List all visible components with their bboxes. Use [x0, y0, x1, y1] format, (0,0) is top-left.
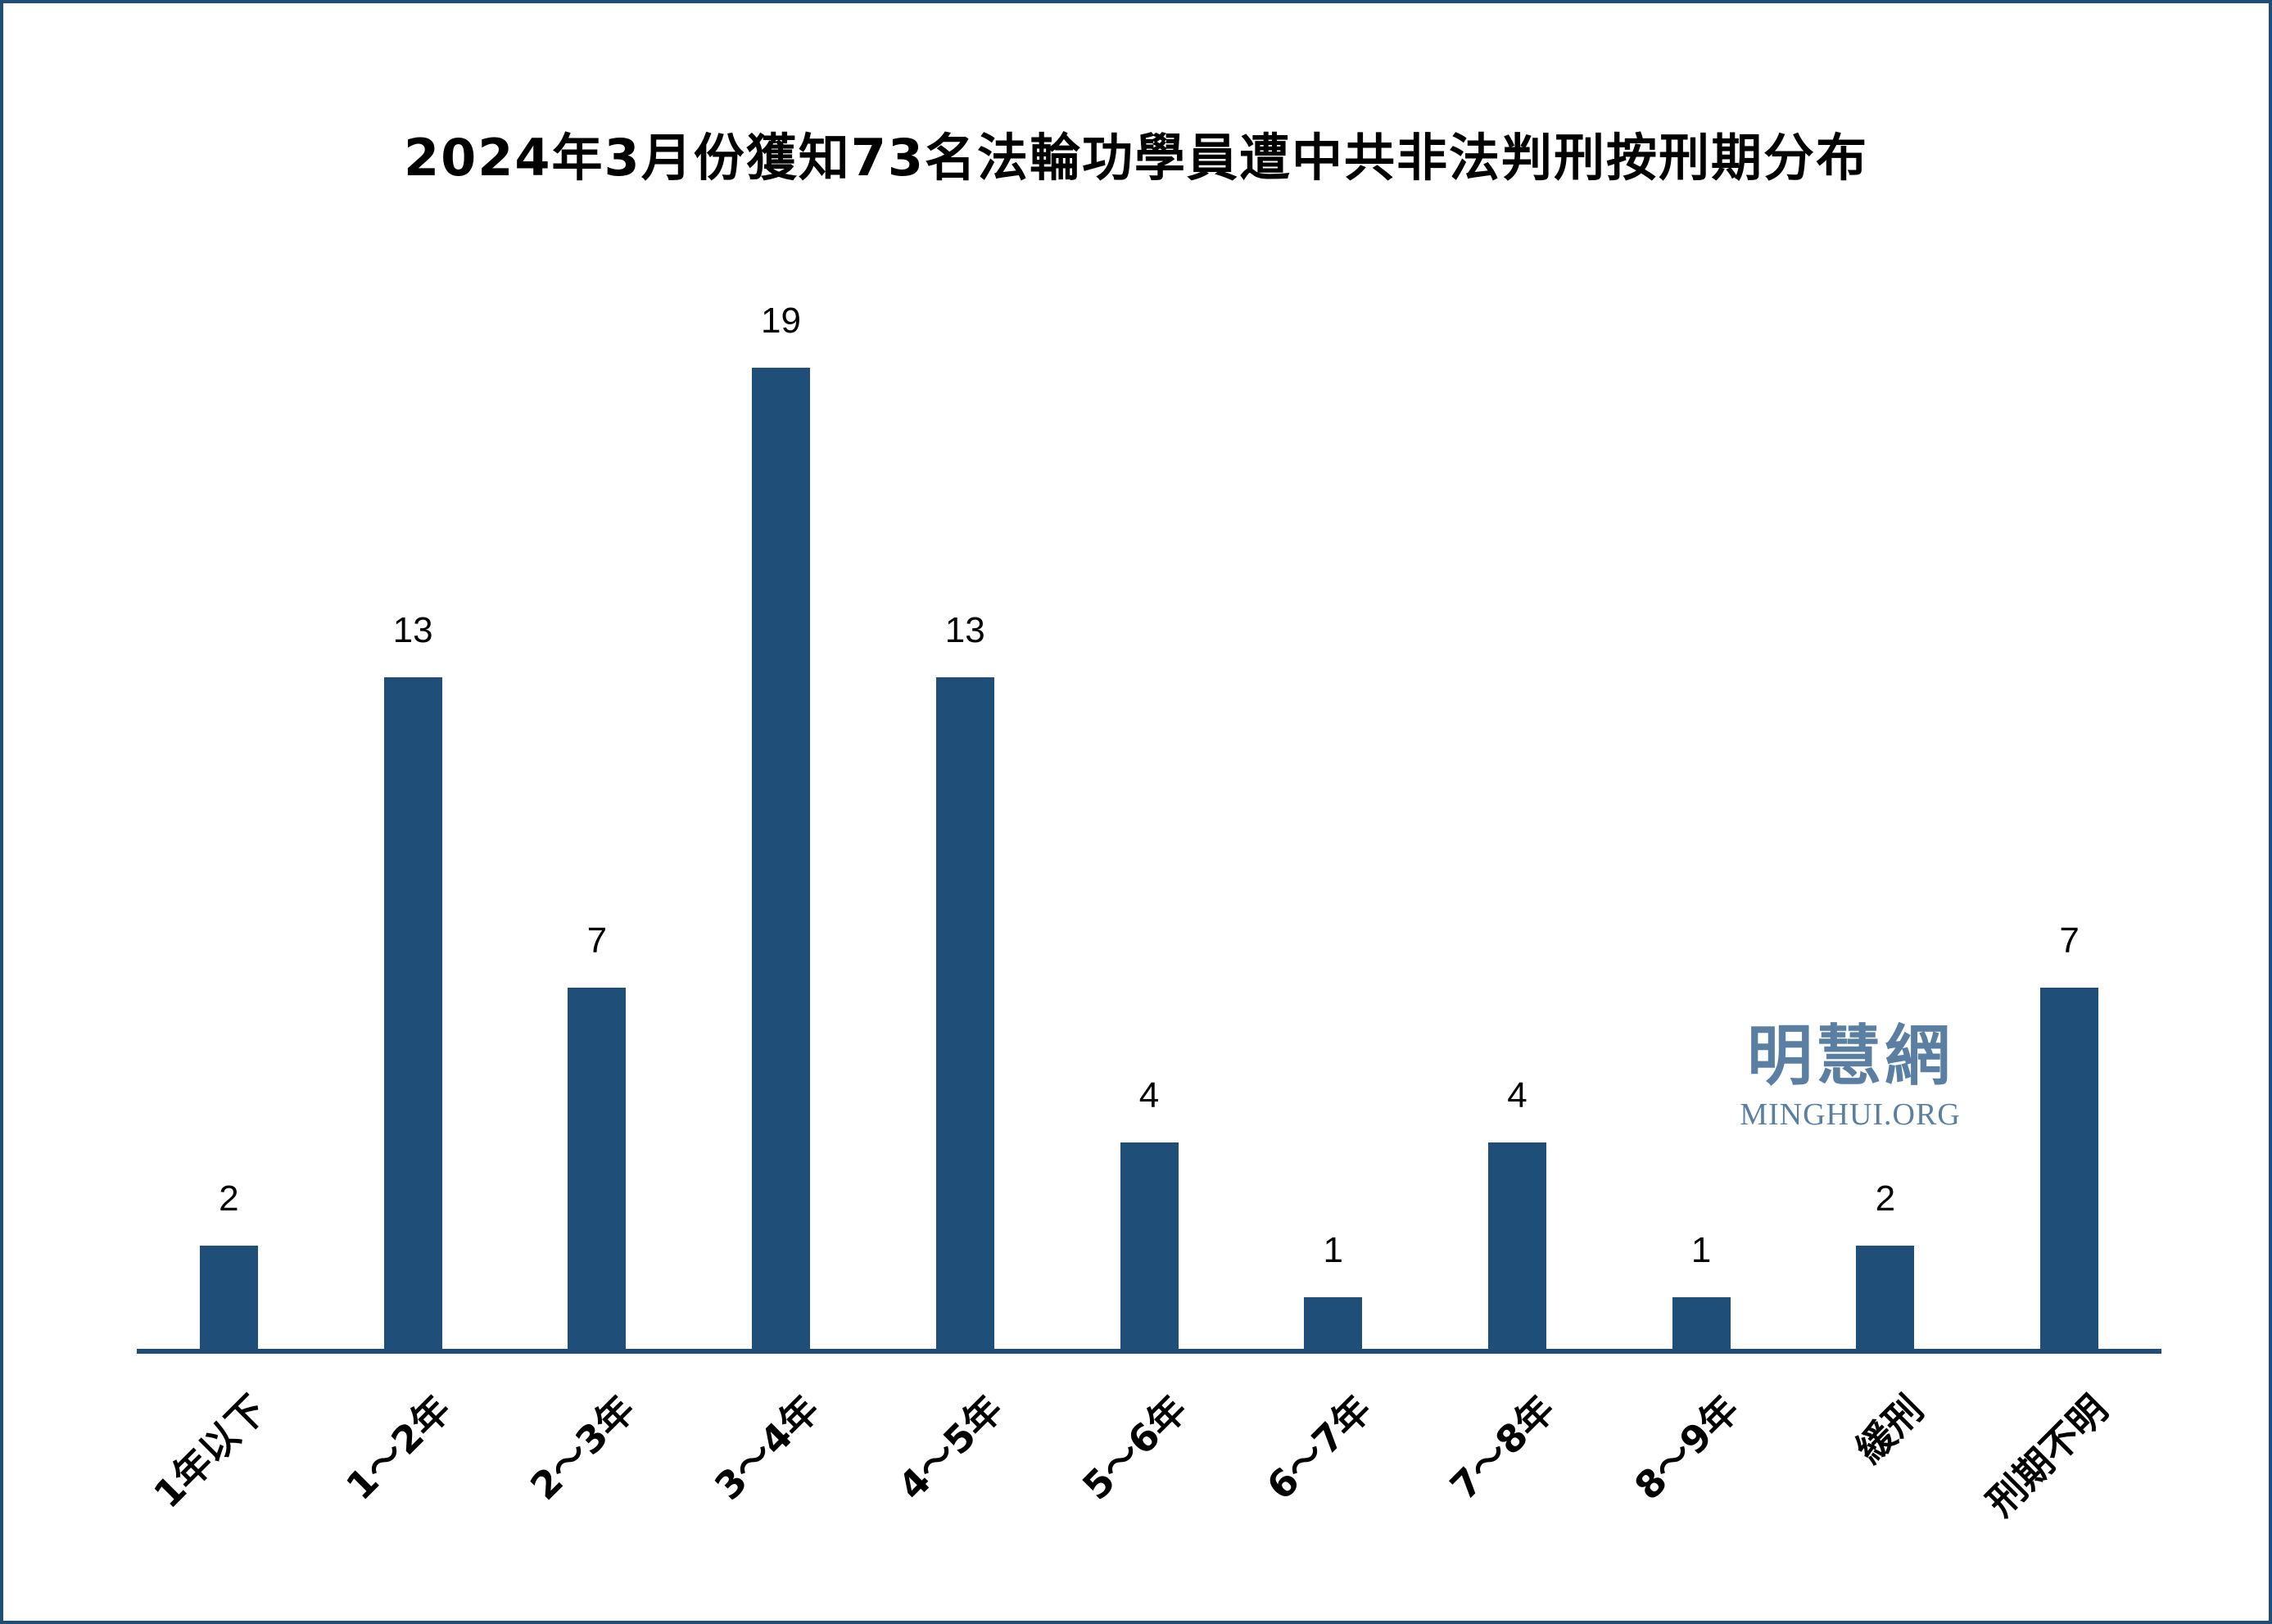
- bar: [568, 987, 627, 1349]
- x-tick-label: 1年以下: [145, 1387, 275, 1517]
- bar-value-label: 7: [586, 920, 608, 961]
- bar: [1120, 1142, 1179, 1349]
- bar: [199, 1245, 258, 1349]
- bar-value-label: 1: [1690, 1229, 1712, 1270]
- x-tick-label: 緩刑: [1847, 1387, 1932, 1472]
- bar-value-label: 19: [761, 301, 801, 341]
- bar: [1487, 1142, 1546, 1349]
- watermark-english: MINGHUI.ORG: [1740, 1097, 1961, 1132]
- x-tick-label: 2～3年: [521, 1387, 644, 1509]
- watermark-chinese: 明慧網: [1747, 1017, 1953, 1094]
- bar-value-label: 1: [1323, 1229, 1343, 1270]
- x-tick-label: 5～6年: [1074, 1387, 1196, 1509]
- x-axis-line: [137, 1349, 2161, 1354]
- bar-value-label: 4: [1138, 1074, 1160, 1115]
- bar-value-label: 13: [392, 610, 433, 651]
- bar: [383, 677, 442, 1349]
- bar-value-label: 7: [2059, 920, 2080, 961]
- bar: [935, 677, 994, 1349]
- bar: [2040, 987, 2099, 1349]
- bar: [752, 368, 811, 1349]
- bar-value-label: 13: [944, 610, 985, 651]
- x-tick-label: 7～8年: [1441, 1387, 1564, 1509]
- bar-value-label: 2: [1875, 1178, 1896, 1219]
- bar: [1672, 1296, 1731, 1349]
- x-tick-label: 1～2年: [337, 1387, 459, 1509]
- bar-value-label: 2: [219, 1178, 239, 1219]
- chart-title: 2024年3月份獲知73名法輪功學員遭中共非法判刑按刑期分布: [404, 128, 1868, 188]
- plot-area: 2 1年以下 13 1～2年 7 2～3年 19 3～4年 13 4～5年 4 5～6年 1 6～7年 4 7…: [3, 3, 2269, 1621]
- x-tick-label: 4～5年: [889, 1387, 1012, 1509]
- minghui-watermark: 明慧網 MINGHUI.ORG: [1715, 1023, 1985, 1133]
- bar-value-label: 4: [1507, 1074, 1527, 1115]
- bar: [1856, 1245, 1915, 1349]
- x-tick-label: 8～9年: [1626, 1387, 1748, 1509]
- x-tick-label: 3～4年: [705, 1387, 828, 1509]
- bar: [1304, 1296, 1363, 1349]
- x-tick-label: 6～7年: [1257, 1387, 1380, 1509]
- x-tick-label: 刑期不明: [1977, 1387, 2116, 1525]
